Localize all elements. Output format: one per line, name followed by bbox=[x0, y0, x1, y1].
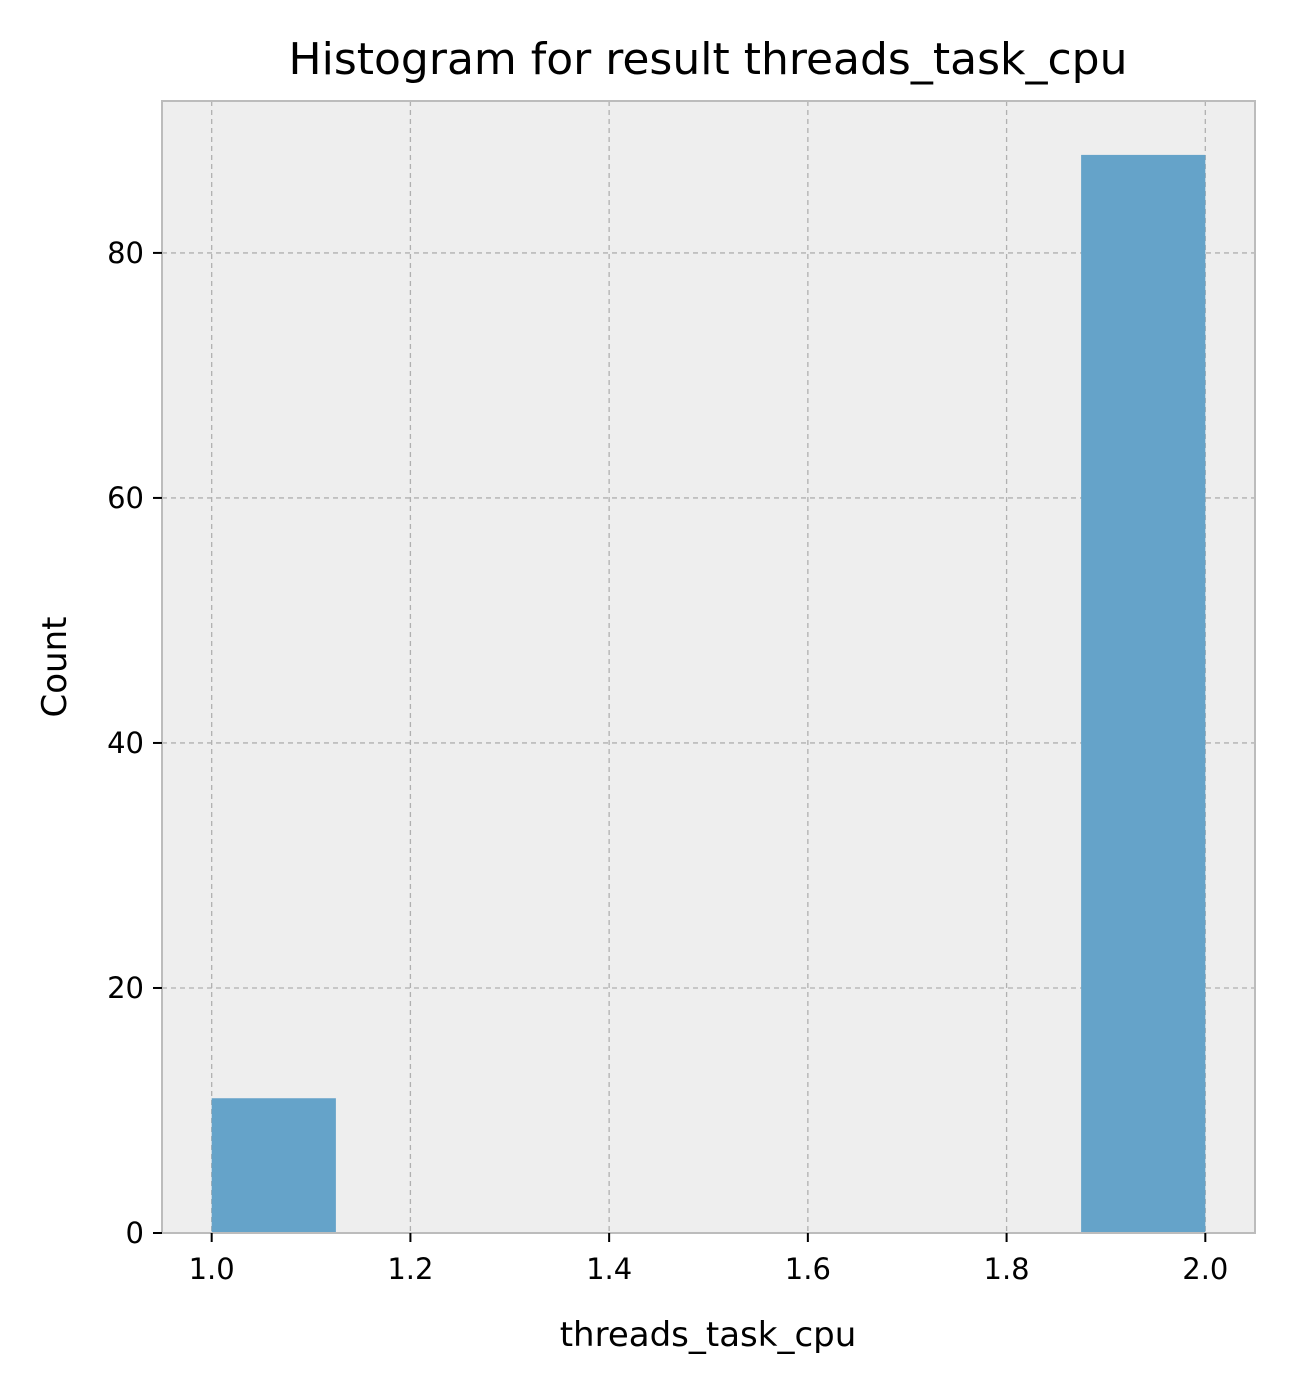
x-tick-label: 1.4 bbox=[586, 1252, 632, 1286]
histogram-bar bbox=[211, 1098, 336, 1233]
x-tick-label: 1.8 bbox=[984, 1252, 1030, 1286]
grid-lines bbox=[162, 101, 1255, 1233]
x-tick-label: 1.2 bbox=[387, 1252, 433, 1286]
plot-frame bbox=[161, 100, 1256, 1234]
plot-background bbox=[162, 101, 1255, 1233]
x-axis-label: threads_task_cpu bbox=[560, 1315, 857, 1355]
histogram-bars bbox=[211, 154, 1206, 1233]
y-tick-label: 20 bbox=[107, 971, 144, 1005]
y-tick-label: 60 bbox=[107, 481, 144, 515]
x-tick-label: 2.0 bbox=[1182, 1252, 1228, 1286]
y-tick-label: 80 bbox=[107, 236, 144, 270]
axis-ticks: 1.0 1.2 1.4 1.6 1.8 2.0 0 20 40 60 80 bbox=[107, 236, 1228, 1286]
histogram-bar bbox=[1081, 154, 1206, 1233]
y-tick-label: 40 bbox=[107, 726, 144, 760]
x-tick-label: 1.6 bbox=[785, 1252, 831, 1286]
y-axis-label: Count bbox=[35, 617, 75, 718]
x-tick-label: 1.0 bbox=[189, 1252, 235, 1286]
chart-title: Histogram for result threads_task_cpu bbox=[289, 34, 1128, 85]
y-tick-label: 0 bbox=[126, 1216, 144, 1250]
